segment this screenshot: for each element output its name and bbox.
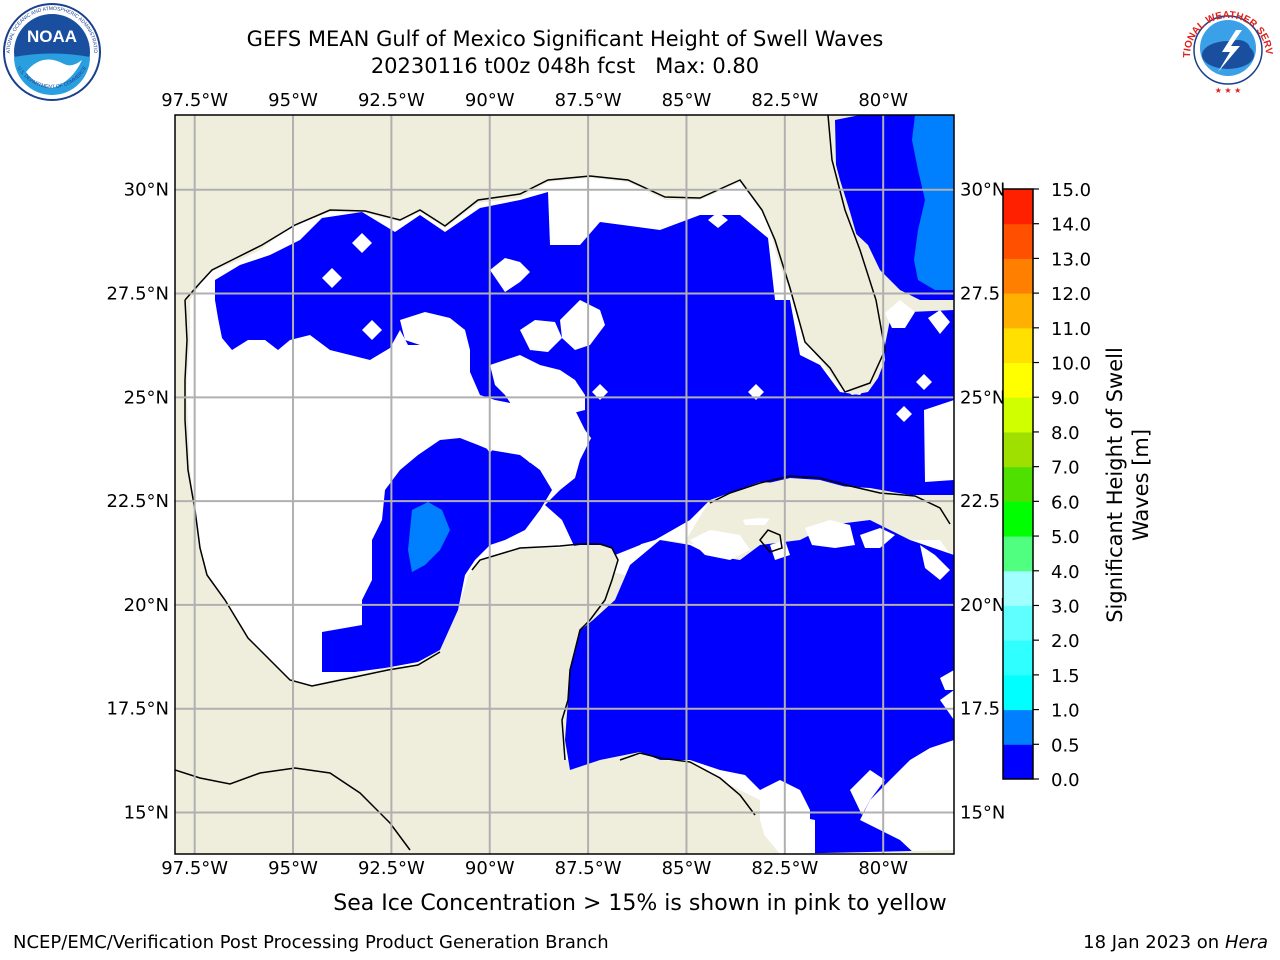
colorbar-frame — [1002, 188, 1034, 780]
colorbar-segment — [1003, 605, 1033, 641]
colorbar-segment — [1003, 327, 1033, 364]
lon-label-top: 87.5°W — [555, 90, 622, 111]
colorbar-segment — [1003, 189, 1033, 225]
colorbar-segment — [1003, 258, 1033, 294]
swell-region-caribbean — [565, 520, 954, 854]
lat-label-left: 17.5°N — [106, 699, 169, 720]
colorbar-tick-label: 10.0 — [1051, 354, 1091, 375]
colorbar-tick-label: 1.5 — [1051, 666, 1080, 687]
lat-label-left: 25°N — [124, 387, 169, 408]
lat-label-left: 20°N — [124, 595, 169, 616]
colorbar-segment — [1003, 397, 1033, 433]
lon-label-top: 82.5°W — [751, 90, 818, 111]
lon-label-bottom: 95°W — [268, 858, 318, 879]
colorbar-tick-label: 6.0 — [1051, 492, 1080, 513]
colorbar-tick-label: 5.0 — [1051, 527, 1080, 548]
colorbar-tick-label: 4.0 — [1051, 562, 1080, 583]
lat-label-right: 22.5 — [960, 491, 1000, 512]
axis-labels: 97.5°W 97.5°W 95°W 95°W 92.5°W 92.5°W 90°W 90°W… — [106, 90, 1005, 879]
yucatan-peninsula — [175, 545, 954, 854]
colorbar-tick-label: 0.0 — [1051, 770, 1080, 791]
central-america-south — [175, 768, 420, 854]
chart-subtitle: 20230116 t00z 048h fcst Max: 0.80 — [370, 54, 760, 78]
colorbar-tick-label: 15.0 — [1051, 180, 1091, 201]
colorbar-tick-label: 1.0 — [1051, 701, 1080, 722]
colorbar-segment — [1003, 501, 1033, 537]
lat-label-right: 17.5 — [960, 699, 1000, 720]
lon-label-bottom: 82.5°W — [751, 858, 818, 879]
lat-label-right: 27.5 — [960, 284, 1000, 305]
colorbar-segment — [1003, 362, 1033, 398]
lon-label-top: 90°W — [465, 90, 515, 111]
lon-label-bottom: 97.5°W — [161, 858, 228, 879]
lon-label-bottom: 80°W — [858, 858, 908, 879]
noaa-logo-text: NOAA — [27, 27, 77, 46]
lat-label-left: 27.5°N — [106, 284, 169, 305]
svg-text:★ ★ ★: ★ ★ ★ — [1215, 86, 1242, 95]
lon-label-bottom: 87.5°W — [555, 858, 622, 879]
colorbar-segment — [1003, 293, 1033, 329]
lat-label-right: 25°N — [960, 387, 1005, 408]
lat-label-left: 15°N — [124, 802, 169, 823]
lat-label-left: 30°N — [124, 180, 169, 201]
lat-label-right: 15°N — [960, 802, 1005, 823]
florida-peninsula — [740, 115, 954, 395]
lon-label-bottom: 85°W — [662, 858, 712, 879]
colorbar-tick-label: 14.0 — [1051, 215, 1091, 236]
colorbar: 0.0 0.5 1.0 1.5 2.0 3.0 4.0 5.0 6.0 7.0 8.0 9.0 10.0… — [1002, 180, 1091, 791]
colorbar-segment — [1003, 223, 1033, 259]
colorbar-tick-label: 3.0 — [1051, 596, 1080, 617]
nws-logo: NATIONAL WEATHER SERVICE ★ ★ ★ — [1178, 0, 1275, 97]
colorbar-tick-label: 0.5 — [1051, 735, 1080, 756]
colorbar-tick-label: 12.0 — [1051, 284, 1091, 305]
lat-label-left: 22.5°N — [106, 491, 169, 512]
colorbar-segment — [1003, 709, 1033, 745]
lon-label-bottom: 90°W — [465, 858, 515, 879]
lat-label-right: 20°N — [960, 595, 1005, 616]
graticule — [175, 115, 954, 854]
colorbar-tick-label: 13.0 — [1051, 249, 1091, 270]
chart-title: GEFS MEAN Gulf of Mexico Significant Hei… — [246, 27, 884, 51]
lat-label-right: 30°N — [960, 180, 1005, 201]
swell-region-northern-gulf — [215, 192, 954, 555]
lon-label-top: 92.5°W — [358, 90, 425, 111]
colorbar-segment — [1003, 570, 1033, 606]
lon-label-top: 97.5°W — [161, 90, 228, 111]
colorbar-tick-label: 2.0 — [1051, 631, 1080, 652]
swell-region-bin1-atlantic — [912, 115, 954, 290]
colorbar-segment — [1003, 640, 1033, 676]
colorbar-segment — [1003, 431, 1033, 468]
colorbar-segment — [1003, 744, 1033, 780]
lon-label-top: 85°W — [662, 90, 712, 111]
footer-date: 18 Jan 2023 on Hera — [1083, 932, 1268, 953]
colorbar-tick-label: 7.0 — [1051, 458, 1080, 479]
footer-credit: NCEP/EMC/Verification Post Processing Pr… — [13, 932, 609, 953]
colorbar-tick-label: 11.0 — [1051, 319, 1091, 340]
colorbar-segment — [1003, 466, 1033, 502]
cuba-island — [710, 478, 950, 535]
colorbar-segment — [1003, 536, 1033, 572]
colorbar-label-line2: Waves [m] — [1129, 429, 1153, 541]
sea-ice-caption: Sea Ice Concentration > 15% is shown in … — [333, 891, 947, 916]
lon-label-bottom: 92.5°W — [358, 858, 425, 879]
footer-date-text: 18 Jan 2023 on — [1083, 932, 1225, 953]
colorbar-tick-label: 9.0 — [1051, 388, 1080, 409]
colorbar-segment — [1003, 674, 1033, 711]
swell-region-central-gulf — [322, 438, 552, 672]
lon-label-top: 95°W — [268, 90, 318, 111]
honduras-coast — [568, 755, 770, 854]
colorbar-label-line1: Significant Height of Swell — [1103, 347, 1127, 623]
lon-label-top: 80°W — [858, 90, 908, 111]
colorbar-tick-label: 8.0 — [1051, 423, 1080, 444]
noaa-logo: NOAA NATIONAL OCEANIC AND ATMOSPHERIC AD… — [2, 2, 101, 101]
map-frame — [174, 114, 955, 855]
footer-host: Hera — [1224, 932, 1268, 953]
swell-region-bin1-central — [408, 502, 450, 572]
